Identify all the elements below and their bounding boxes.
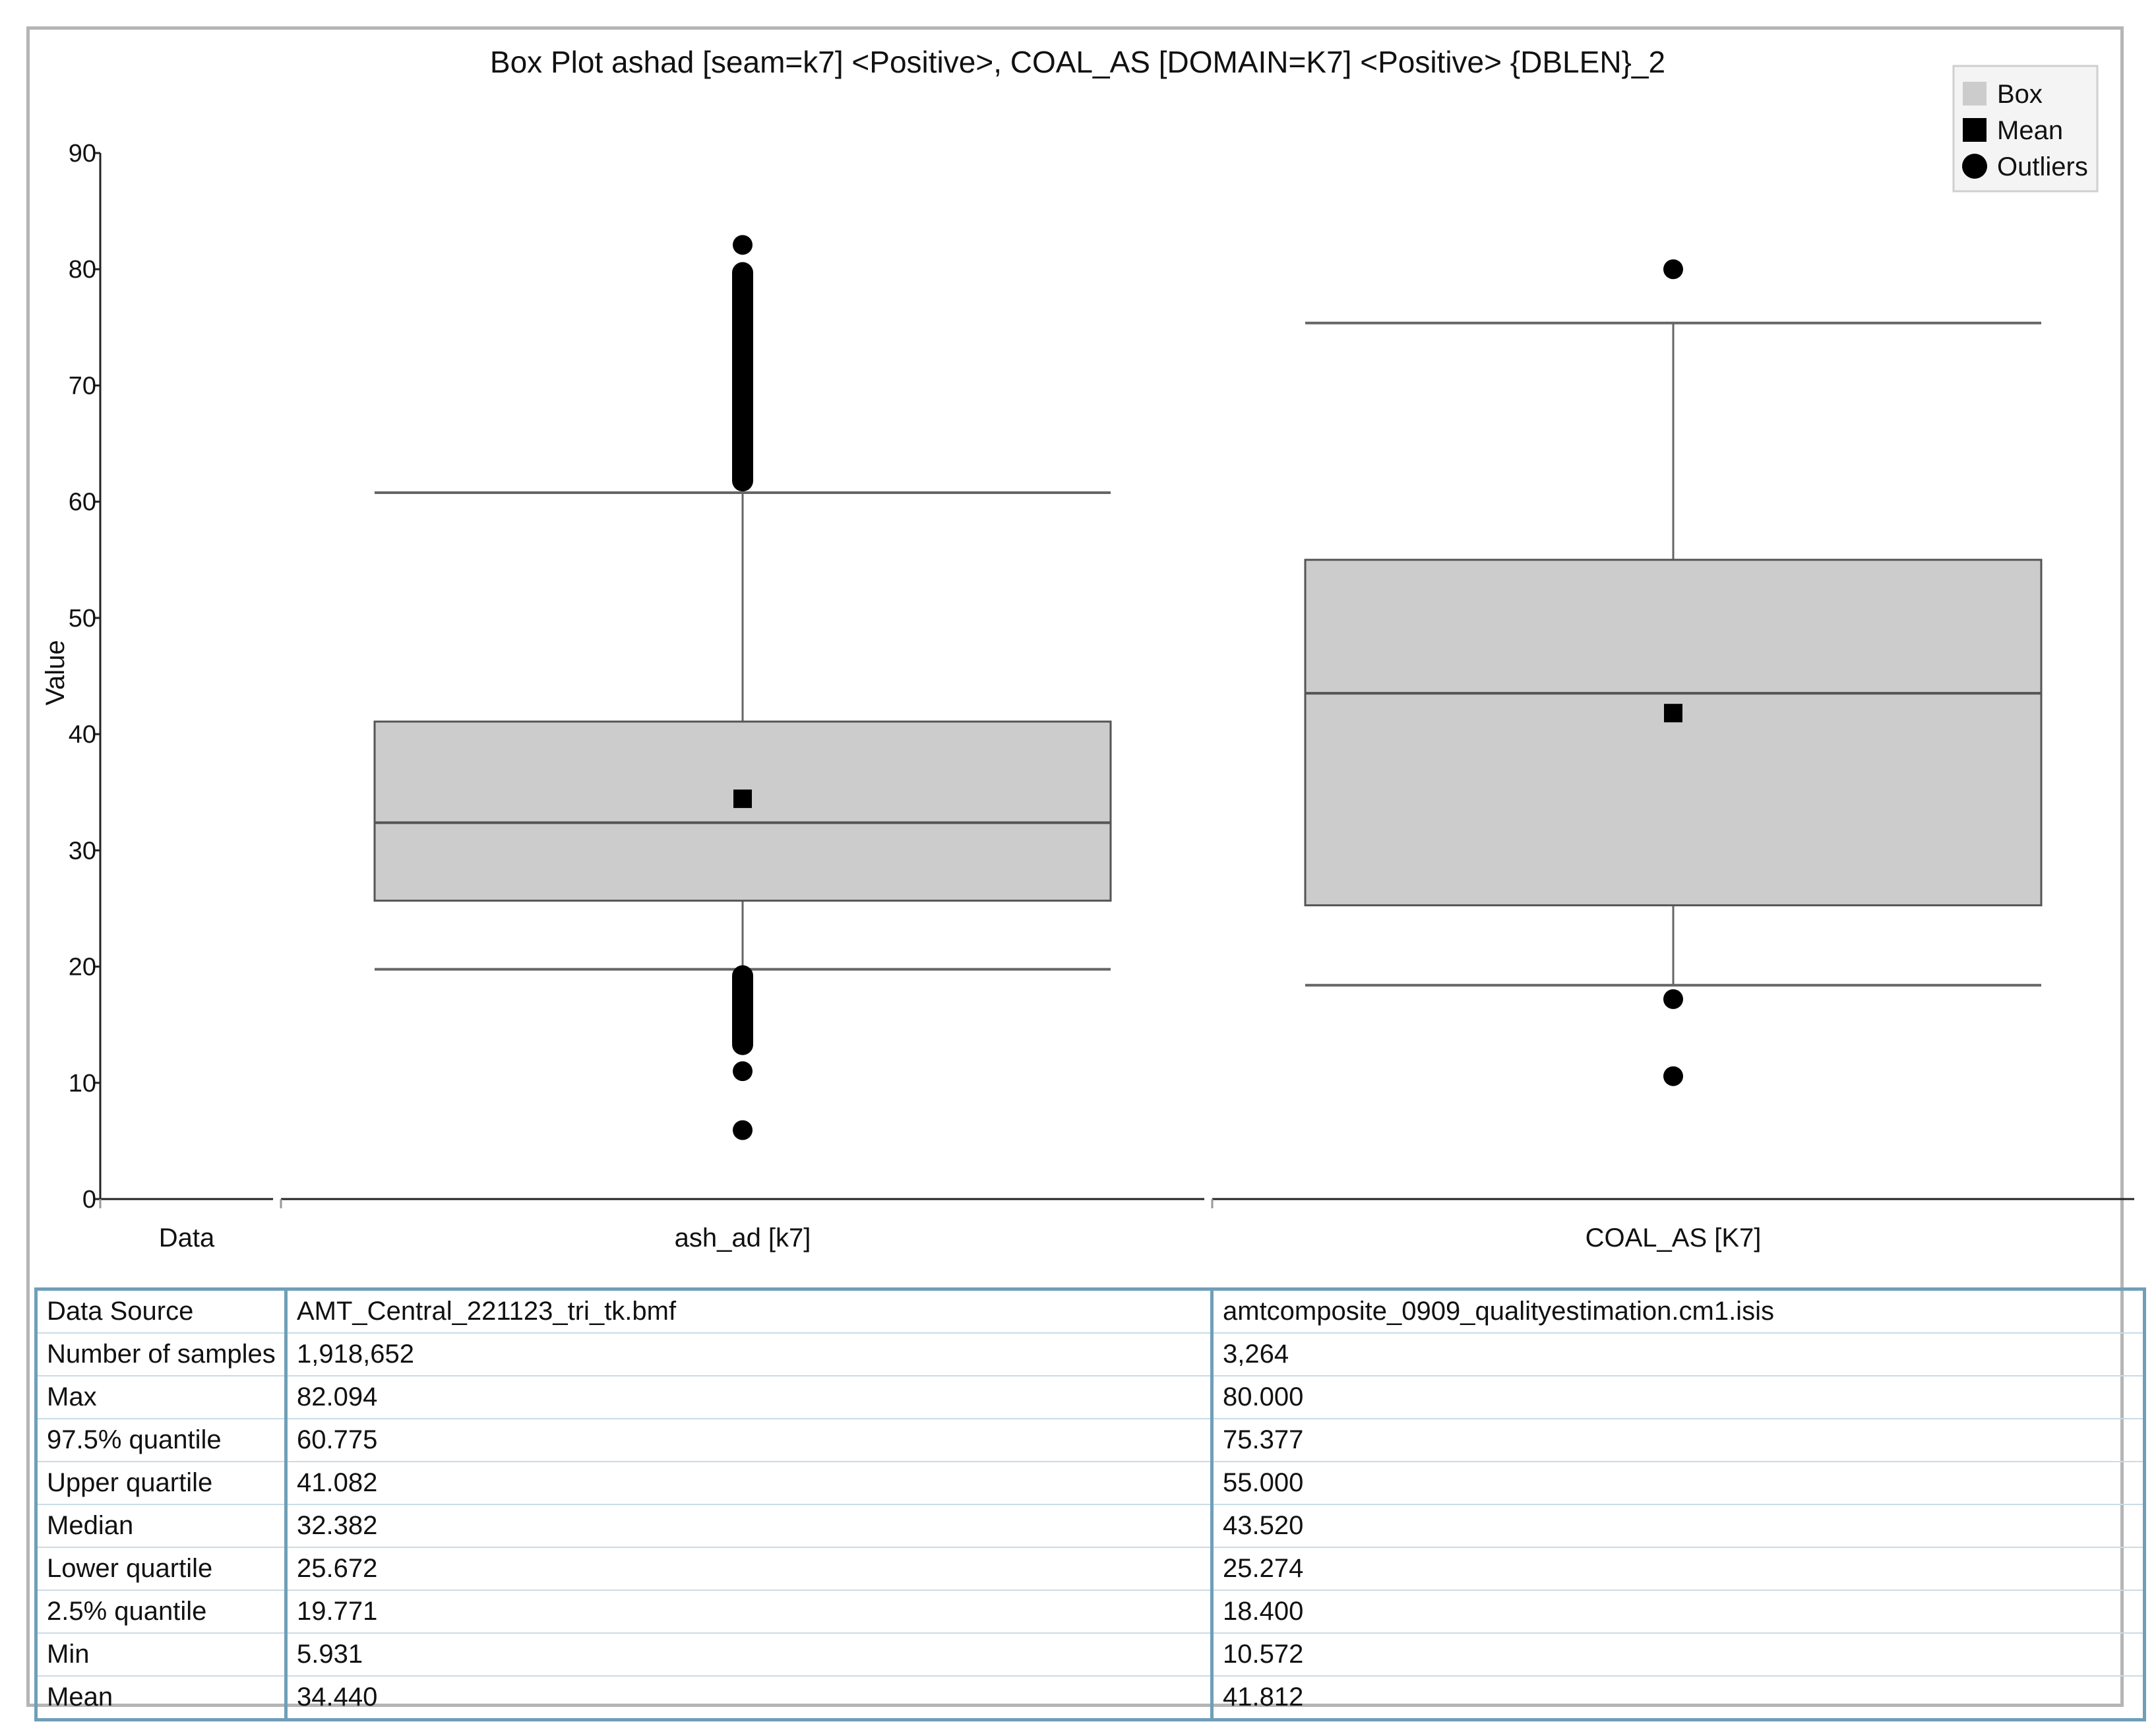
table-cell: Mean <box>35 1675 288 1721</box>
table-cell: 41.812 <box>1211 1675 2145 1721</box>
box-series <box>373 235 2043 1140</box>
y-tick-label-80: 80 <box>69 256 96 284</box>
box-series-1 <box>1304 259 2043 1086</box>
legend-label-2: Outliers <box>1997 152 2088 181</box>
table-cell: Data Source <box>35 1288 288 1334</box>
table-cell: 32.382 <box>285 1504 1214 1548</box>
y-tick-label-70: 70 <box>69 372 96 400</box>
table-header-row: Data Source AMT_Central_221123_tri_tk.bmf… <box>35 1288 2145 1334</box>
outlier-point-0-0 <box>733 235 753 255</box>
table-cell: 18.400 <box>1211 1590 2145 1634</box>
table-row: Max 82.094 80.000 <box>35 1375 2145 1419</box>
table-row: Number of samples 1,918,652 3,264 <box>35 1332 2145 1376</box>
table-cell: 80.000 <box>1211 1375 2145 1419</box>
table-cell: Max <box>35 1375 288 1419</box>
category-axis-0-label: ash_ad [k7] <box>675 1223 811 1252</box>
table-cell: 43.520 <box>1211 1504 2145 1548</box>
legend-label-1: Mean <box>1997 116 2063 145</box>
outlier-point-1-2 <box>1663 1066 1683 1086</box>
outlier-point-1-1 <box>1663 989 1683 1009</box>
table-cell: 2.5% quantile <box>35 1590 288 1634</box>
box-1 <box>1304 559 2043 907</box>
outlier-point-1-0 <box>1663 259 1683 280</box>
legend-swatch-outliers <box>1962 154 1987 179</box>
table-cell: 41.082 <box>285 1461 1214 1505</box>
y-tick-label-20: 20 <box>69 954 96 981</box>
y-tick-label-90: 90 <box>69 140 96 168</box>
y-tick-label-0: 0 <box>82 1186 96 1214</box>
y-tick-label-60: 60 <box>69 489 96 516</box>
table-cell: 97.5% quantile <box>35 1418 288 1462</box>
table-cell: amtcomposite_0909_qualityestimation.cm1.… <box>1211 1288 2145 1334</box>
table-cell: 82.094 <box>285 1375 1214 1419</box>
legend-label-0: Box <box>1997 80 2043 109</box>
table-row: 2.5% quantile 19.771 18.400 <box>35 1590 2145 1634</box>
table-cell: Upper quartile <box>35 1461 288 1505</box>
table-cell: Lower quartile <box>35 1547 288 1591</box>
box-0 <box>373 720 1112 902</box>
legend: Box Mean Outliers <box>1952 65 2099 193</box>
y-tick-label-40: 40 <box>69 721 96 749</box>
table-cell: 34.440 <box>285 1675 1214 1721</box>
y-tick-label-10: 10 <box>69 1070 96 1097</box>
table-row: Mean 34.440 41.812 <box>35 1675 2145 1721</box>
table-cell: Median <box>35 1504 288 1548</box>
table-cell: 25.672 <box>285 1547 1214 1591</box>
table-cell: 1,918,652 <box>285 1332 1214 1376</box>
y-tick-label-30: 30 <box>69 837 96 865</box>
outlier-band-0-0 <box>732 262 753 492</box>
mean-marker-1 <box>1664 704 1682 723</box>
box-plot-chart: Box Plot ashad [seam=k7] <Positive>, COA… <box>41 45 2134 1252</box>
mean-marker-0 <box>733 789 752 809</box>
legend-swatch-mean <box>1963 118 1987 142</box>
outlier-band-0-1 <box>732 965 753 1055</box>
table-cell: 60.775 <box>285 1418 1214 1462</box>
table-cell: 19.771 <box>285 1590 1214 1634</box>
table-row: Lower quartile 25.672 25.274 <box>35 1547 2145 1591</box>
outlier-point-0-2 <box>733 1120 753 1140</box>
category-axis-1-label: COAL_AS [K7] <box>1586 1223 1762 1252</box>
table-cell: 75.377 <box>1211 1418 2145 1462</box>
legend-swatch-box <box>1963 82 1987 106</box>
table-row: 97.5% quantile 60.775 75.377 <box>35 1418 2145 1462</box>
table-cell: 5.931 <box>285 1632 1214 1677</box>
table-cell: AMT_Central_221123_tri_tk.bmf <box>285 1288 1214 1334</box>
table-row: Upper quartile 41.082 55.000 <box>35 1461 2145 1505</box>
table-cell: 10.572 <box>1211 1632 2145 1677</box>
box-series-0 <box>373 235 1112 1140</box>
y-axis-label: Value <box>41 640 70 705</box>
axes: 0 10 20 30 40 50 60 70 80 90 Data ash_ad [k7] COAL_A… <box>69 140 2134 1252</box>
outlier-point-0-1 <box>733 1061 753 1082</box>
y-tick-label-50: 50 <box>69 605 96 633</box>
table-cell: 25.274 <box>1211 1547 2145 1591</box>
table-row: Median 32.382 43.520 <box>35 1504 2145 1548</box>
table-cell: Min <box>35 1632 288 1677</box>
table-row: Min 5.931 10.572 <box>35 1632 2145 1677</box>
chart-title: Box Plot ashad [seam=k7] <Positive>, COA… <box>490 45 1665 79</box>
table-cell: 55.000 <box>1211 1461 2145 1505</box>
table-cell: 3,264 <box>1211 1332 2145 1376</box>
data-axis-label: Data <box>159 1223 215 1252</box>
table-cell: Number of samples <box>35 1332 288 1376</box>
statistics-table: Data Source AMT_Central_221123_tri_tk.bmf… <box>34 1287 2146 1721</box>
